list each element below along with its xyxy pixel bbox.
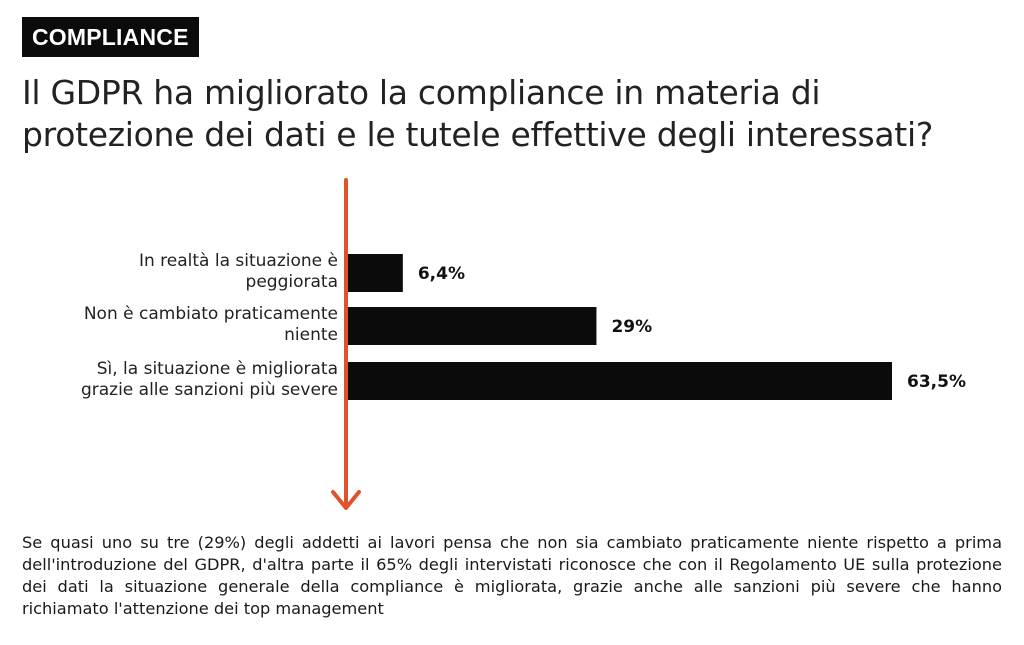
- bars-group: [348, 254, 892, 400]
- value-label: 6,4%: [418, 264, 465, 284]
- category-label-line: Non è cambiato praticamente: [84, 304, 338, 324]
- bar: [348, 307, 597, 345]
- value-labels-group: 6,4% 29% 63,5%: [418, 264, 966, 392]
- bar: [348, 362, 892, 400]
- category-label-line: In realtà la situazione è: [139, 251, 338, 271]
- category-label-line: niente: [284, 325, 338, 345]
- value-label: 29%: [611, 317, 652, 337]
- category-label: Sì, la situazione è migliorata grazie all…: [81, 359, 338, 400]
- category-label-line: Sì, la situazione è migliorata: [97, 359, 338, 379]
- bar-chart: In realtà la situazione è peggiorata Non è…: [81, 178, 966, 510]
- category-label-line: peggiorata: [246, 272, 338, 292]
- axis-arrow: [331, 178, 361, 510]
- arrow-head: [331, 490, 361, 510]
- chart-title: Il GDPR ha migliorato la compliance in m…: [22, 73, 934, 154]
- bar: [348, 254, 403, 292]
- category-labels-group: In realtà la situazione è peggiorata Non è…: [81, 251, 338, 400]
- section-badge: COMPLIANCE: [22, 17, 199, 57]
- chart-caption: Se quasi uno su tre (29%) degli addetti …: [22, 533, 1002, 618]
- category-label: Non è cambiato praticamente niente: [84, 304, 338, 345]
- value-label: 63,5%: [907, 372, 966, 392]
- category-label: In realtà la situazione è peggiorata: [139, 251, 338, 292]
- category-label-line: grazie alle sanzioni più severe: [81, 380, 338, 400]
